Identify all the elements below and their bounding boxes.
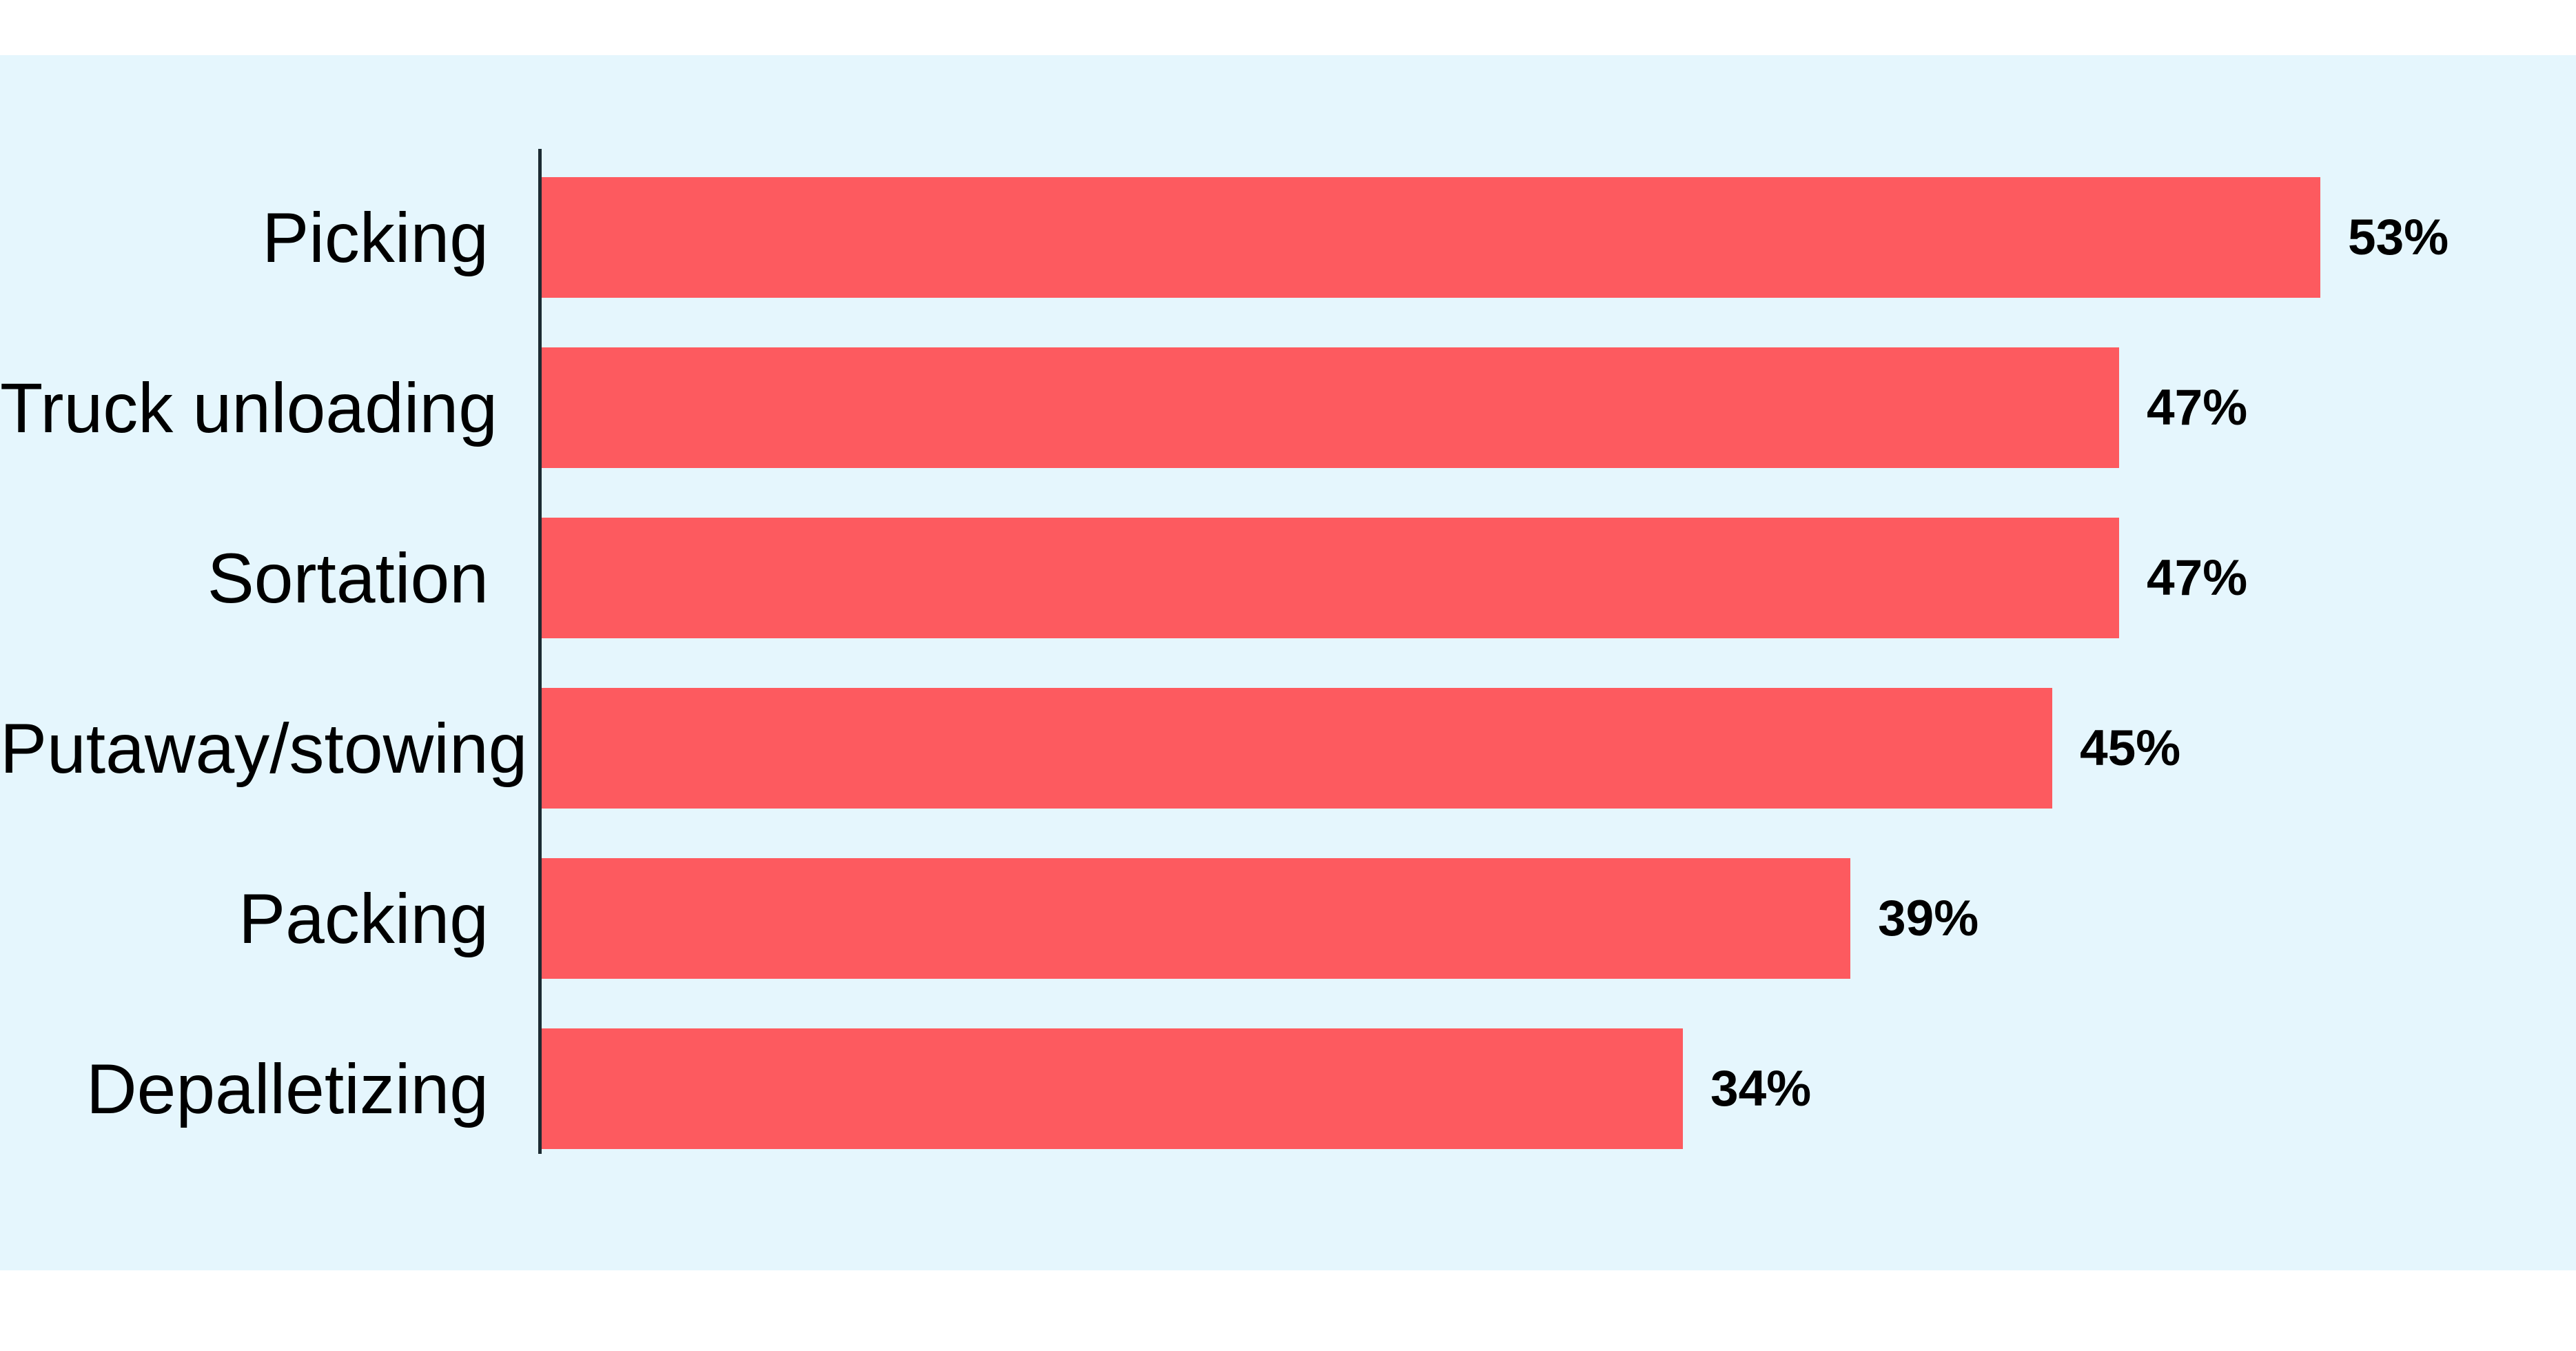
- value-label: 53%: [2348, 210, 2449, 265]
- value-label: 47%: [2147, 550, 2248, 606]
- category-label: Sortation: [207, 538, 489, 618]
- category-label: Depalletizing: [85, 1049, 489, 1128]
- value-label: 47%: [2147, 380, 2248, 436]
- y-axis-line: [538, 149, 542, 1154]
- bar-packing: [542, 858, 1850, 979]
- bar-rows: Picking 53% Truck unloading 47% Sortatio…: [0, 177, 2576, 1149]
- bar-putaway-stowing: [542, 688, 2052, 809]
- chart-panel: Picking 53% Truck unloading 47% Sortatio…: [0, 55, 2576, 1270]
- bar-row-sortation: Sortation 47%: [0, 518, 2576, 638]
- value-label: 39%: [1878, 891, 1979, 946]
- category-label: Picking: [262, 198, 489, 277]
- bar-row-packing: Packing 39%: [0, 858, 2576, 979]
- bar-truck-unloading: [542, 347, 2119, 468]
- value-label: 45%: [2080, 720, 2181, 776]
- bar-picking: [542, 177, 2320, 298]
- bar-row-picking: Picking 53%: [0, 177, 2576, 298]
- bar-sortation: [542, 518, 2119, 638]
- category-label: Putaway/stowing: [0, 709, 528, 788]
- value-label: 34%: [1710, 1061, 1812, 1117]
- bar-row-depalletizing: Depalletizing 34%: [0, 1028, 2576, 1149]
- bar-row-putaway-stowing: Putaway/stowing 45%: [0, 688, 2576, 809]
- bar-row-truck-unloading: Truck unloading 47%: [0, 347, 2576, 468]
- category-label: Truck unloading: [0, 368, 498, 447]
- category-label: Packing: [238, 879, 489, 958]
- bar-depalletizing: [542, 1028, 1683, 1149]
